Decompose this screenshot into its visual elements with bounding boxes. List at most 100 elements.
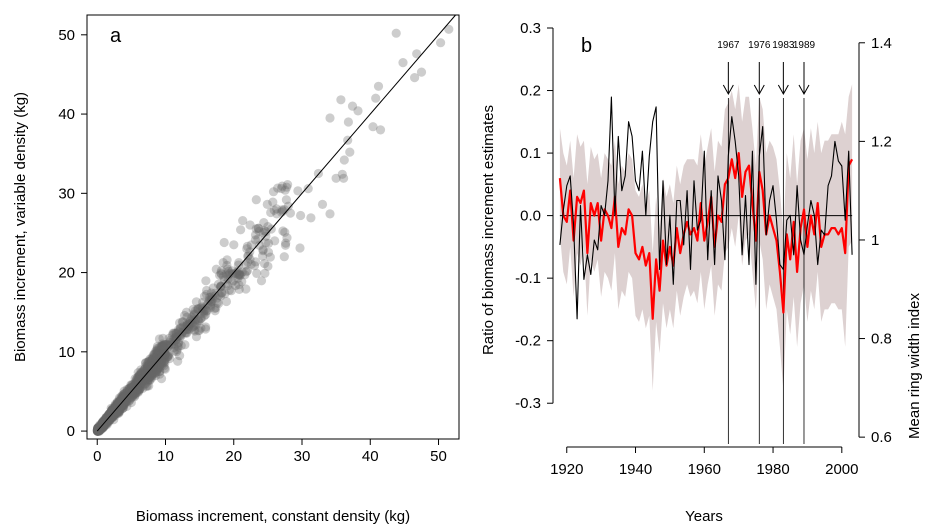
scatter-point [111, 403, 121, 413]
scatter-point [103, 411, 113, 421]
scatter-point [136, 368, 146, 378]
scatter-point [238, 216, 248, 226]
scatter-point [118, 393, 128, 403]
scatter-point [101, 417, 112, 427]
scatter-point [150, 355, 160, 366]
scatter-point [125, 391, 135, 401]
scatter-point [107, 405, 117, 416]
scatter-point [98, 421, 108, 432]
scatter-point [110, 403, 120, 413]
scatter-point [93, 423, 103, 433]
scatter-point [131, 384, 141, 394]
scatter-point [98, 417, 108, 427]
x-tick-label: 20 [225, 448, 242, 465]
scatter-point [133, 382, 143, 392]
scatter-point [111, 405, 122, 415]
scatter-point [325, 113, 335, 123]
scatter-point [135, 369, 145, 380]
scatter-point [118, 394, 128, 404]
scatter-point [134, 379, 144, 389]
scatter-point [114, 402, 124, 412]
scatter-point [175, 323, 186, 333]
scatter-point [151, 348, 161, 358]
scatter-point [152, 365, 162, 375]
scatter-point [282, 233, 292, 243]
scatter-point [115, 403, 125, 413]
scatter-point [147, 354, 157, 364]
scatter-point [375, 125, 386, 135]
scatter-point [109, 404, 119, 414]
scatter-point [98, 419, 108, 429]
scatter-point [154, 363, 164, 373]
scatter-point [142, 361, 152, 372]
scatter-point [108, 411, 118, 421]
scatter-point [115, 396, 125, 406]
scatter-point [156, 374, 167, 384]
scatter-point [234, 258, 244, 268]
scatter-point [233, 260, 243, 270]
scatter-point [213, 279, 224, 289]
scatter-point [135, 370, 146, 380]
scatter-point [102, 412, 112, 422]
scatter-point [108, 406, 118, 417]
event-arrow-head [722, 84, 734, 96]
scatter-point [117, 401, 127, 411]
scatter-point [105, 413, 115, 423]
scatter-point [146, 371, 156, 382]
scatter-point [222, 260, 232, 270]
scatter-point [94, 425, 104, 436]
scatter-point [180, 327, 190, 338]
scatter-point [242, 266, 252, 276]
scatter-point [110, 402, 120, 412]
scatter-point [107, 407, 117, 417]
scatter-point [138, 370, 148, 380]
scatter-point [444, 24, 454, 34]
scatter-point [145, 371, 156, 381]
scatter-point [111, 402, 121, 412]
scatter-point [110, 408, 120, 418]
scatter-point [114, 403, 124, 413]
y-tick-label: -0.1 [515, 270, 541, 287]
scatter-point [105, 413, 115, 423]
scatter-point [234, 269, 244, 279]
scatter-point [94, 425, 104, 435]
scatter-point [133, 385, 143, 395]
scatter-point [157, 360, 167, 370]
scatter-point [206, 302, 216, 312]
scatter-point [140, 379, 150, 389]
scatter-point [150, 355, 160, 366]
scatter-point [111, 402, 121, 412]
scatter-point [160, 345, 170, 355]
scatter-point [210, 306, 220, 316]
scatter-point [150, 367, 160, 377]
scatter-point [114, 402, 124, 412]
x-tick-label: 0 [93, 448, 101, 465]
scatter-point [97, 421, 107, 431]
scatter-point [94, 425, 104, 436]
scatter-point [112, 400, 122, 410]
scatter-point [105, 413, 115, 423]
scatter-point [151, 347, 161, 357]
scatter-point [108, 411, 118, 421]
scatter-point [114, 402, 124, 412]
scatter-point [112, 405, 122, 415]
scatter-point [159, 351, 169, 361]
scatter-point [135, 379, 146, 389]
scatter-point [108, 407, 118, 417]
scatter-point [158, 343, 168, 353]
scatter-point [176, 330, 186, 340]
scatter-point [136, 374, 146, 384]
scatter-point [155, 356, 165, 366]
scatter-point [104, 411, 114, 421]
scatter-point [122, 393, 133, 403]
scatter-point [128, 387, 138, 397]
scatter-point [182, 328, 192, 338]
scatter-point [339, 173, 349, 183]
scatter-point [119, 398, 129, 408]
scatter-point [116, 400, 126, 410]
scatter-point [133, 380, 143, 390]
scatter-point [139, 378, 149, 388]
scatter-point [147, 358, 157, 368]
scatter-point [113, 408, 123, 418]
scatter-point [114, 403, 124, 413]
